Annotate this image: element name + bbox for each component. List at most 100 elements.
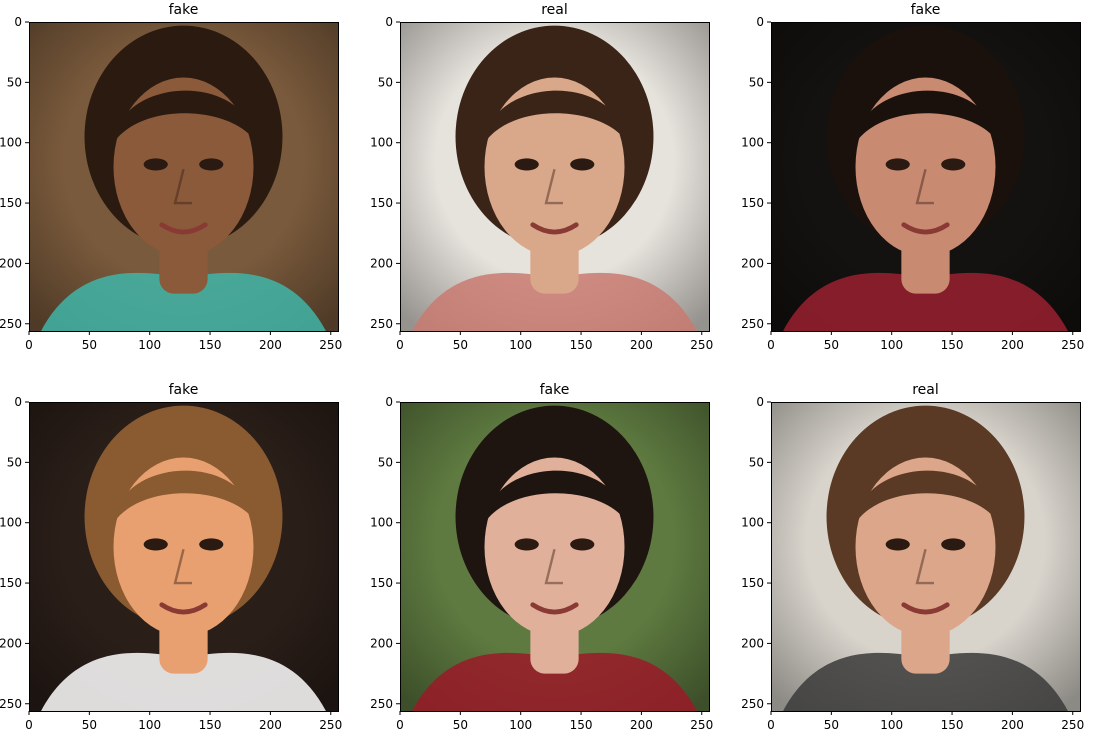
image-mouth [901,602,950,615]
x-tick-label: 250 [690,718,713,732]
x-tick-label: 0 [767,338,775,352]
image-eye-left [514,158,539,171]
x-tick-label: 150 [941,338,964,352]
image-hair-fringe [855,470,998,523]
x-tick-label: 150 [570,338,593,352]
y-tick-label: 0 [385,395,393,409]
image-face [855,457,996,637]
image-shoulders [41,652,326,711]
x-tick-label: 150 [941,718,964,732]
y-tick-label: 250 [0,697,22,711]
subplot-image [29,402,338,711]
y-tick-label: 150 [0,576,22,590]
image-hair-fringe [113,90,256,143]
image-eye-right [941,538,966,551]
image-face [113,457,254,637]
subplot-title: fake [540,382,570,398]
y-tick-label: 200 [370,636,393,650]
x-tick-label: 0 [25,338,33,352]
image-shoulders [412,652,697,711]
x-tick-label: 250 [1061,338,1084,352]
y-tick-label: 100 [370,516,393,530]
image-eye-left [514,538,539,551]
image-hair-fringe [484,90,627,143]
image-mouth [530,222,579,235]
image-mouth [159,602,208,615]
image-face [484,77,625,257]
y-tick-label: 100 [741,136,764,150]
x-tick-label: 250 [690,338,713,352]
subplot-title: fake [911,2,941,18]
y-tick-label: 100 [741,516,764,530]
x-tick-label: 200 [1001,338,1024,352]
image-nose [173,168,192,205]
image-hair-fringe [855,90,998,143]
image-shoulders [412,272,697,331]
y-tick-label: 50 [749,455,764,469]
x-tick-label: 200 [259,718,282,732]
y-tick-label: 250 [741,317,764,331]
x-tick-label: 100 [880,338,903,352]
y-tick-label: 100 [370,136,393,150]
x-tick-label: 0 [396,718,404,732]
image-nose [544,168,563,205]
y-tick-label: 250 [370,697,393,711]
image-eye-left [143,158,168,171]
image-eye-right [941,158,966,171]
axes-frame [771,22,1081,332]
y-tick-label: 200 [0,256,22,270]
image-eye-left [143,538,168,551]
image-face [113,77,254,257]
y-tick-label: 200 [0,636,22,650]
y-tick-label: 200 [741,256,764,270]
x-tick-label: 50 [824,718,839,732]
x-tick-label: 50 [453,718,468,732]
image-nose [544,548,563,585]
x-tick-label: 50 [82,718,97,732]
y-tick-label: 50 [378,455,393,469]
axes-frame [400,22,710,332]
axes-frame [771,402,1081,712]
axes-frame [400,402,710,712]
image-mouth [159,222,208,235]
y-tick-label: 150 [0,196,22,210]
x-tick-label: 200 [259,338,282,352]
y-tick-label: 50 [749,75,764,89]
y-tick-label: 250 [741,697,764,711]
image-eye-right [199,158,224,171]
y-tick-label: 150 [741,196,764,210]
y-tick-label: 0 [756,15,764,29]
y-tick-label: 100 [0,136,22,150]
image-hair-fringe [113,470,256,523]
y-tick-label: 150 [370,576,393,590]
subplot-title: real [541,2,568,18]
image-nose [915,548,934,585]
x-tick-label: 50 [82,338,97,352]
image-eye-left [885,158,910,171]
subplot-image [400,402,709,711]
x-tick-label: 250 [319,718,342,732]
x-tick-label: 100 [509,718,532,732]
y-tick-label: 150 [741,576,764,590]
x-tick-label: 100 [880,718,903,732]
image-eye-right [199,538,224,551]
image-face [855,77,996,257]
x-tick-label: 150 [199,338,222,352]
y-tick-label: 0 [756,395,764,409]
image-nose [173,548,192,585]
x-tick-label: 200 [630,338,653,352]
x-tick-label: 150 [199,718,222,732]
x-tick-label: 0 [767,718,775,732]
image-eye-left [885,538,910,551]
y-tick-label: 50 [378,75,393,89]
subplot-title: fake [169,2,199,18]
y-tick-label: 0 [14,15,22,29]
x-tick-label: 200 [630,718,653,732]
x-tick-label: 100 [138,718,161,732]
